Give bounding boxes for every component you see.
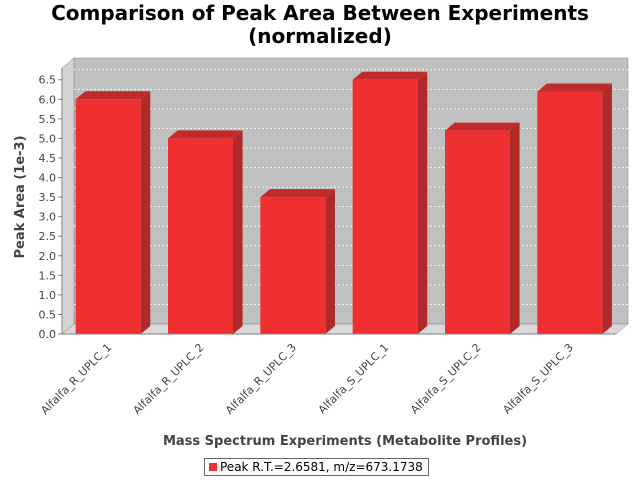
- bar: [445, 122, 520, 335]
- x-tick-label: Alfalfa_R_UPLC_2: [131, 341, 207, 417]
- y-tick-label: 1.0: [39, 289, 57, 302]
- chart-title-block: Comparison of Peak Area Between Experime…: [0, 2, 640, 48]
- y-tick-label: 5.0: [39, 132, 57, 145]
- chart-title: Comparison of Peak Area Between Experime…: [51, 1, 589, 25]
- bar: [75, 91, 151, 334]
- y-tick-label: 5.5: [39, 113, 57, 126]
- y-tick-label: 2.5: [39, 230, 57, 243]
- chart-subtitle: (normalized): [248, 24, 392, 48]
- bars: [75, 71, 612, 335]
- y-axis-label: Peak Area (1e-3): [13, 135, 28, 258]
- x-tick-label: Alfalfa_S_UPLC_1: [316, 341, 392, 417]
- legend-label: Peak R.T.=2.6581, m/z=673.1738: [220, 460, 423, 474]
- x-axis: Alfalfa_R_UPLC_1 Alfalfa_R_UPLC_2 Alfalfa_…: [38, 333, 616, 417]
- y-tick-label: 6.0: [39, 93, 57, 106]
- bar: [168, 130, 243, 334]
- y-tick-label: 2.0: [39, 250, 57, 263]
- legend: Peak R.T.=2.6581, m/z=673.1738: [204, 458, 429, 476]
- bar: [260, 189, 335, 334]
- gridlines: [74, 69, 628, 305]
- y-tick-label: 4.5: [39, 152, 57, 165]
- y-tick-label: 0.5: [39, 308, 57, 321]
- y-tick-label: 4.0: [39, 172, 57, 185]
- bar: [537, 83, 612, 335]
- x-tick-label: Alfalfa_S_UPLC_2: [408, 341, 484, 417]
- y-tick-label: 0.0: [39, 328, 57, 341]
- legend-swatch: [209, 463, 217, 471]
- y-tick-label: 6.5: [39, 74, 57, 87]
- x-tick-label: Alfalfa_S_UPLC_3: [500, 341, 576, 417]
- x-axis-label: Mass Spectrum Experiments (Metabolite Pr…: [163, 434, 527, 449]
- bar: [352, 71, 428, 334]
- x-tick-label: Alfalfa_R_UPLC_3: [223, 341, 299, 417]
- x-tick-label: Alfalfa_R_UPLC_1: [38, 341, 114, 417]
- y-tick-label: 3.5: [39, 191, 57, 204]
- y-axis: 0.0 0.5 1.0 1.5 2.0 2.5 3.0 3.5 4.0 4.5 5.0 5.5 6.0 6…: [39, 68, 63, 341]
- y-tick-label: 3.0: [39, 211, 57, 224]
- y-tick-label: 1.5: [39, 269, 57, 282]
